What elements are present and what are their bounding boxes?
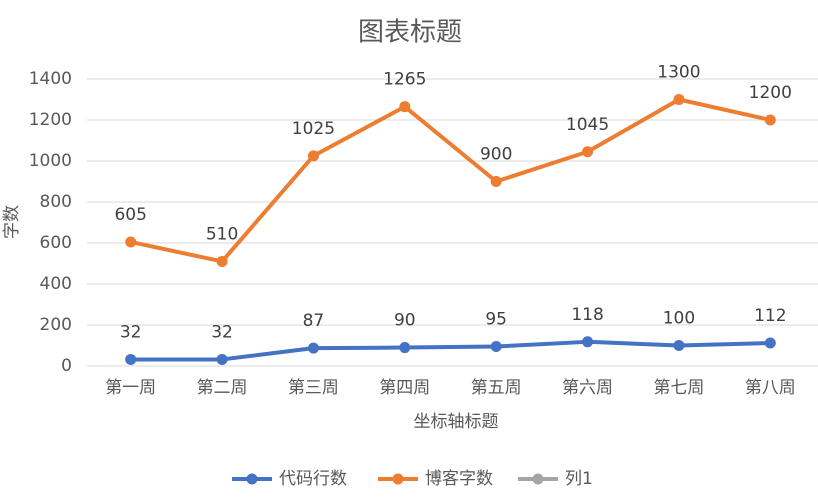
point xyxy=(582,336,594,348)
y-tick-label: 800 xyxy=(40,192,72,212)
point xyxy=(216,353,228,365)
legend-label: 代码行数 xyxy=(279,469,347,489)
x-axis-label: 坐标轴标题 xyxy=(414,412,499,432)
x-tick-label: 第一周 xyxy=(105,378,156,398)
data-label: 1300 xyxy=(657,63,700,83)
series-line xyxy=(128,339,773,362)
y-tick-label: 600 xyxy=(40,233,72,253)
data-label: 1265 xyxy=(383,70,426,90)
data-label: 1025 xyxy=(292,119,335,139)
y-axis-label: 字数 xyxy=(2,205,22,239)
x-tick-label: 第五周 xyxy=(471,378,522,398)
point xyxy=(125,353,137,365)
point xyxy=(307,342,319,354)
x-tick-label: 第二周 xyxy=(197,378,248,398)
point xyxy=(673,340,685,351)
point xyxy=(125,236,137,248)
legend-marker xyxy=(246,473,258,485)
point xyxy=(216,255,228,267)
data-label: 112 xyxy=(754,306,786,326)
data-label: 95 xyxy=(485,310,507,330)
point xyxy=(673,94,685,105)
y-tick-label: 1400 xyxy=(29,69,72,89)
chart-title: 图表标题 xyxy=(358,18,462,48)
data-label: 118 xyxy=(571,305,603,325)
data-label: 605 xyxy=(114,205,146,225)
point xyxy=(490,176,502,187)
legend-label: 博客字数 xyxy=(425,469,493,489)
data-label: 900 xyxy=(480,145,512,165)
data-label: 90 xyxy=(394,311,416,331)
data-label: 32 xyxy=(120,322,142,342)
data-label: 32 xyxy=(211,322,233,342)
point xyxy=(764,114,776,126)
x-tick-label: 第七周 xyxy=(653,378,704,398)
x-tick-label: 第八周 xyxy=(745,378,796,398)
data-label: 1045 xyxy=(566,115,609,135)
point xyxy=(399,101,411,113)
x-tick-label: 第六周 xyxy=(562,378,613,398)
point xyxy=(490,341,502,353)
point xyxy=(764,337,776,349)
point xyxy=(399,342,411,354)
y-tick-label: 200 xyxy=(40,315,72,335)
y-tick-label: 0 xyxy=(61,356,72,376)
x-tick-label: 第三周 xyxy=(288,378,339,398)
y-tick-label: 400 xyxy=(40,274,72,294)
legend-marker xyxy=(532,473,544,485)
x-tick-label: 第四周 xyxy=(379,378,430,398)
y-tick-label: 1200 xyxy=(29,110,72,130)
data-label: 510 xyxy=(206,224,238,244)
point xyxy=(307,150,319,162)
legend-label: 列1 xyxy=(565,469,593,489)
data-label: 1200 xyxy=(749,83,792,103)
data-label: 87 xyxy=(303,311,325,331)
data-label: 100 xyxy=(663,309,695,329)
y-tick-label: 1000 xyxy=(29,151,72,171)
legend-marker xyxy=(392,473,404,485)
series-line xyxy=(128,97,773,264)
point xyxy=(582,146,594,158)
